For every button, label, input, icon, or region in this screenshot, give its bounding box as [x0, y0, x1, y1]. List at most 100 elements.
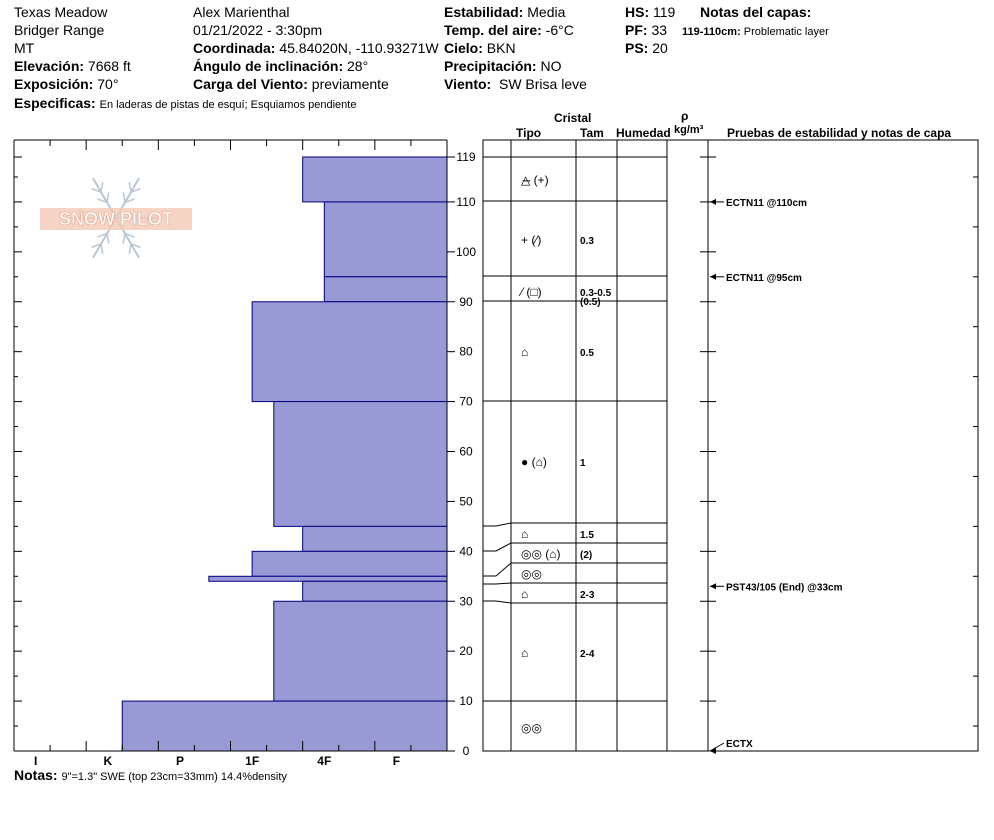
layer-grain-size: 0.5 [580, 348, 594, 359]
air-temp: Temp. del aire: -6°C [444, 22, 574, 38]
hardness-bars [121, 156, 448, 752]
snowflake-branch [106, 233, 110, 244]
y-tick-label: 0 [463, 744, 470, 758]
layer-grain-type: ⌂ [521, 527, 528, 541]
location: Texas Meadow [14, 4, 108, 20]
layer-table: △̶ (+) + (⁄) 0.3 ⁄ (□) 0.3-0.5(0.5) ⌂ 0.5 ● (⌂)… [483, 156, 667, 735]
layer-grain-type: ◎◎ [521, 567, 542, 581]
table-frame [482, 139, 979, 752]
test-label: PST43/105 (End) @33cm [726, 582, 843, 593]
snowflake-branch [130, 187, 141, 193]
snowflake-branch [100, 243, 104, 254]
hardness-bar [302, 525, 448, 552]
pf: PF: 33 [625, 22, 668, 38]
datetime: 01/21/2022 - 3:30pm [193, 22, 323, 38]
snowflake-branch [100, 182, 104, 193]
layer-grain-type: + (⁄) [521, 233, 541, 247]
hardness-bar [208, 575, 448, 582]
depth-axis: 0 10 20 30 40 50 60 70 80 90 100 110 119 [14, 150, 978, 758]
hardness-bar [273, 401, 448, 527]
aspect: Exposición: 70° [14, 76, 119, 92]
layer-grain-type: ⌂ [521, 646, 528, 660]
snowflake-branch [122, 233, 126, 244]
coordinates: Coordinada: 45.84020N, -110.93271W [193, 40, 439, 56]
hardness-bar [251, 301, 448, 403]
hardness-bar [273, 600, 448, 702]
hardness-bar [323, 201, 448, 278]
hardness-bar [323, 276, 448, 303]
x-tick-label: K [103, 754, 112, 768]
y-tick-label: 60 [459, 445, 473, 459]
layer-grain-size: 0.3-0.5 [580, 288, 612, 299]
hardness-bar [302, 156, 448, 203]
test-label: ECTN11 @110cm [726, 198, 807, 209]
snowflake-branch [130, 243, 141, 249]
col-tipo: Tipo [516, 126, 542, 140]
snowflake-branch [91, 243, 102, 249]
layer-connector [495, 542, 512, 552]
layer-connector [495, 600, 512, 604]
y-tick-label: 40 [459, 544, 473, 558]
layer-grain-type: ⁄ (□) [518, 285, 542, 299]
incline: Ángulo de inclinación: 28° [193, 58, 369, 74]
stability-tests: ECTN11 @110cm ECTN11 @95cm PST43/105 (End)… [709, 198, 843, 754]
y-tick-label: 119 [456, 150, 475, 164]
x-tick-label: 1F [245, 754, 259, 768]
y-tick-label: 80 [459, 345, 473, 359]
observer: Alex Marienthal [193, 4, 290, 20]
snowflake-branch [124, 232, 135, 238]
y-tick-label: 110 [456, 195, 475, 209]
layer-connector [495, 522, 512, 527]
test-arrowhead [710, 198, 716, 205]
test-pointer [709, 742, 725, 752]
layer-grain-size-alt: (0.5) [580, 297, 601, 308]
col-density: kg/m³ [674, 124, 704, 136]
y-tick-label: 30 [459, 594, 473, 608]
layer-grain-size: (2) [580, 550, 592, 561]
ps: PS: 20 [625, 40, 668, 56]
logo-band [40, 208, 192, 230]
layer-connector [495, 562, 512, 577]
hardness-bar [251, 550, 448, 577]
col-tests: Pruebas de estabilidad y notas de capa [727, 126, 952, 140]
y-tick-label: 50 [459, 494, 473, 508]
layer-grain-type: ◎◎ [521, 721, 542, 735]
snowflake-branch [128, 243, 132, 254]
layer-grain-size: 1.5 [580, 530, 594, 541]
y-tick-label: 70 [459, 395, 473, 409]
layer-grain-type: ◎◎ (⌂) [521, 547, 561, 561]
test-arrowhead [710, 273, 716, 280]
layer-grain-size: 1 [580, 458, 586, 469]
notes: Notas: 9"=1.3" SWE (top 23cm=33mm) 14.4%… [14, 767, 287, 783]
sky: Cielo: BKN [444, 40, 516, 56]
layer-grain-type: △̶ (+) [521, 173, 549, 187]
col-tam: Tam [580, 126, 604, 140]
layer-grain-type: ● (⌂) [521, 455, 547, 469]
layer-grain-size: 0.3 [580, 236, 594, 247]
elevation: Elevación: 7668 ft [14, 58, 131, 74]
y-tick-label: 90 [459, 295, 473, 309]
snowflake-branch [122, 192, 126, 203]
hardness-bar [121, 700, 448, 752]
hardness-axis: I K P 1F 4F F [13, 140, 448, 768]
range: Bridger Range [14, 22, 105, 38]
y-tick-label: 20 [459, 644, 473, 658]
specifics: Especificas: En laderas de pistas de esq… [14, 95, 357, 111]
snowflake-branch [124, 198, 135, 204]
x-tick-label: F [393, 754, 400, 768]
layer-grain-type: ⌂ [521, 345, 528, 359]
snowflake-branch [128, 182, 132, 193]
test-label: ECTN11 @95cm [726, 273, 802, 284]
layer-notes-label: Notas del capas: [700, 4, 812, 20]
layer-grain-size: 2-4 [580, 649, 595, 660]
layer-connector [495, 582, 512, 585]
test-arrowhead [710, 748, 716, 754]
col-humedad: Humedad [616, 126, 671, 140]
snowflake-branch [97, 198, 108, 204]
layer-grain-size: 2-3 [580, 590, 595, 601]
snowflake-branch [97, 232, 108, 238]
snowpilot-logo: SNOW PILOT [40, 177, 192, 259]
layer-note: 119-110cm: Problematic layer [682, 26, 829, 38]
col-rho: ρ [681, 109, 689, 123]
